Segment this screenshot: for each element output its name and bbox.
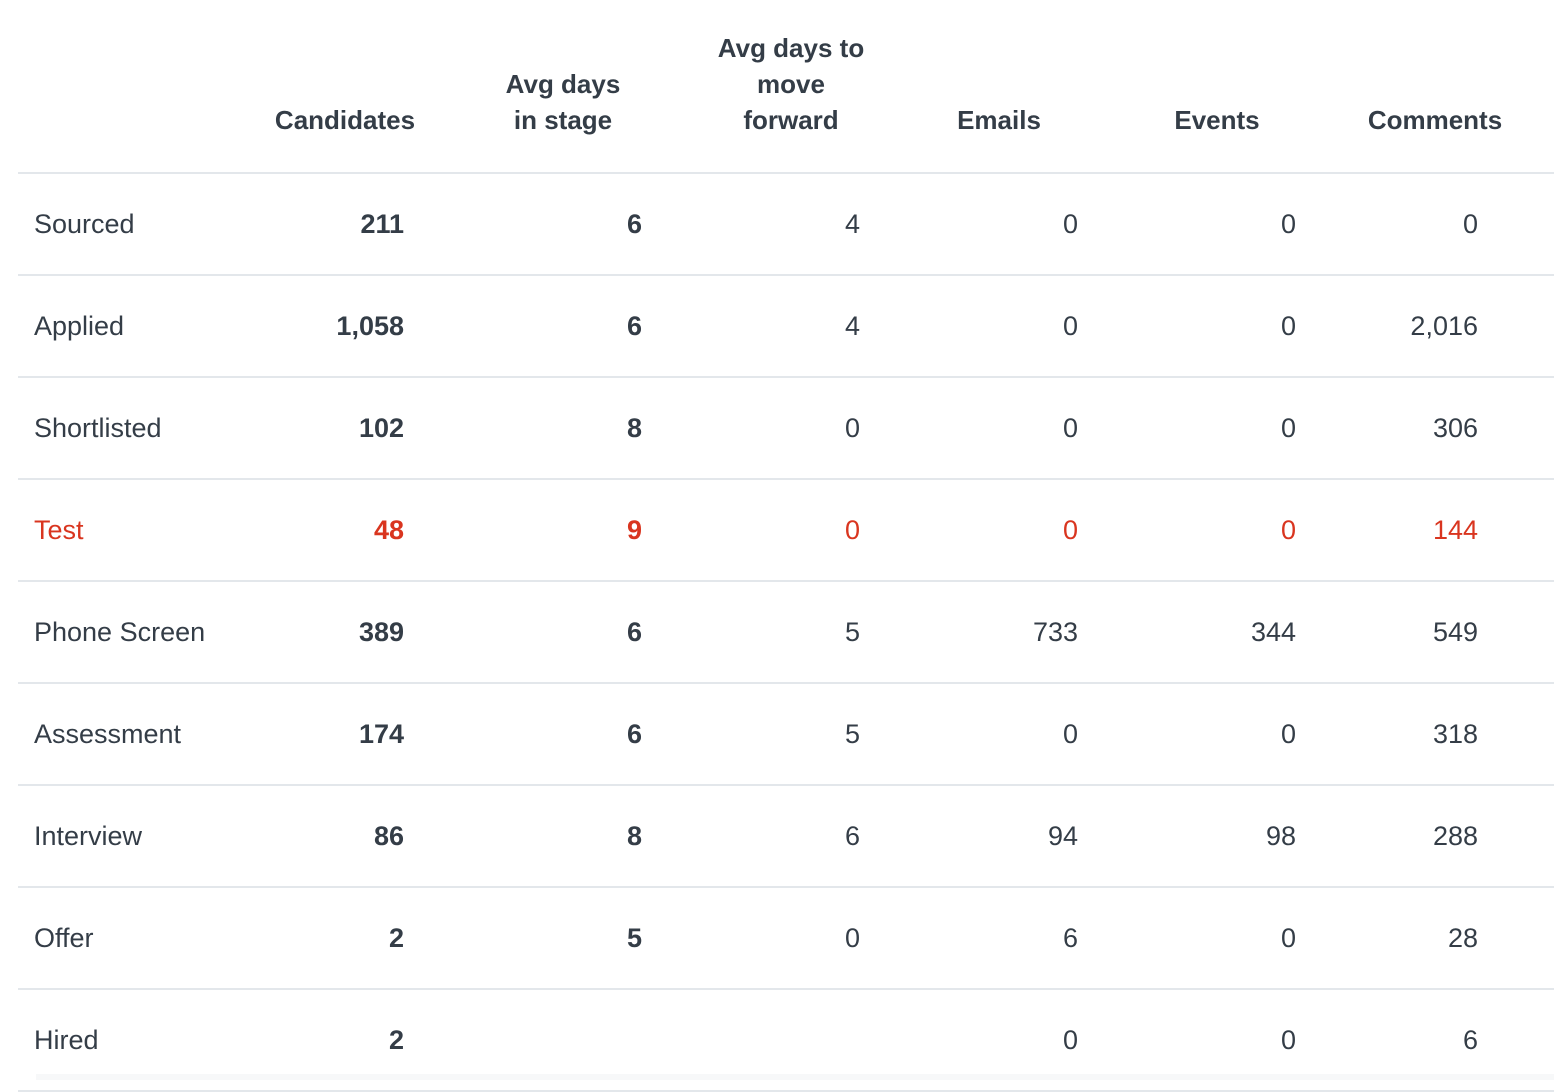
events-cell: 0 [1108, 479, 1326, 582]
events-cell: 0 [1108, 887, 1326, 990]
candidates-cell: 48 [236, 479, 454, 582]
comments-cell: 306 [1326, 377, 1554, 480]
stage-cell: Sourced [18, 173, 236, 276]
pipeline-stage-table: Candidates Avg days in stage Avg days to… [18, 0, 1554, 1092]
emails-cell: 0 [890, 377, 1108, 480]
table-row[interactable]: Test 48 9 0 0 0 144 [18, 479, 1554, 582]
emails-cell: 0 [890, 173, 1108, 276]
stage-cell: Test [18, 479, 236, 582]
stage-cell: Interview [18, 785, 236, 888]
footer-bar [36, 1074, 1554, 1080]
events-cell: 344 [1108, 581, 1326, 684]
table-row[interactable]: Shortlisted 102 8 0 0 0 306 [18, 377, 1554, 480]
emails-cell: 6 [890, 887, 1108, 990]
comments-cell: 288 [1326, 785, 1554, 888]
emails-cell: 0 [890, 479, 1108, 582]
candidates-cell: 86 [236, 785, 454, 888]
avg-days-move-forward-cell: 0 [672, 479, 890, 582]
emails-cell: 94 [890, 785, 1108, 888]
stage-cell: Offer [18, 887, 236, 990]
pipeline-stage-table-container: Candidates Avg days in stage Avg days to… [18, 0, 1554, 1092]
header-avg-days-in-stage[interactable]: Avg days in stage [454, 0, 672, 174]
events-cell: 0 [1108, 173, 1326, 276]
emails-cell: 733 [890, 581, 1108, 684]
header-candidates[interactable]: Candidates [236, 0, 454, 174]
events-cell: 98 [1108, 785, 1326, 888]
table-row[interactable]: Sourced 211 6 4 0 0 0 [18, 173, 1554, 276]
events-cell: 0 [1108, 683, 1326, 786]
avg-days-in-stage-cell: 8 [454, 785, 672, 888]
emails-cell: 0 [890, 683, 1108, 786]
stage-cell: Phone Screen [18, 581, 236, 684]
table-row[interactable]: Interview 86 8 6 94 98 288 [18, 785, 1554, 888]
candidates-cell: 1,058 [236, 275, 454, 378]
candidates-cell: 389 [236, 581, 454, 684]
avg-days-move-forward-cell: 0 [672, 887, 890, 990]
avg-days-in-stage-cell: 9 [454, 479, 672, 582]
candidates-cell: 211 [236, 173, 454, 276]
comments-cell: 0 [1326, 173, 1554, 276]
table-row[interactable]: Applied 1,058 6 4 0 0 2,016 [18, 275, 1554, 378]
header-emails[interactable]: Emails [890, 0, 1108, 174]
header-avg-days-move-forward[interactable]: Avg days to move forward [672, 0, 890, 174]
stage-cell: Assessment [18, 683, 236, 786]
events-cell: 0 [1108, 275, 1326, 378]
candidates-cell: 174 [236, 683, 454, 786]
avg-days-in-stage-cell: 5 [454, 887, 672, 990]
avg-days-move-forward-cell: 4 [672, 173, 890, 276]
table-row[interactable]: Offer 2 5 0 6 0 28 [18, 887, 1554, 990]
comments-cell: 549 [1326, 581, 1554, 684]
avg-days-move-forward-cell: 5 [672, 683, 890, 786]
avg-days-move-forward-cell: 6 [672, 785, 890, 888]
avg-days-move-forward-cell: 4 [672, 275, 890, 378]
avg-days-move-forward-cell: 5 [672, 581, 890, 684]
avg-days-in-stage-cell: 6 [454, 173, 672, 276]
avg-days-in-stage-cell: 8 [454, 377, 672, 480]
table-row[interactable]: Assessment 174 6 5 0 0 318 [18, 683, 1554, 786]
avg-days-in-stage-cell: 6 [454, 581, 672, 684]
candidates-cell: 102 [236, 377, 454, 480]
events-cell: 0 [1108, 377, 1326, 480]
comments-cell: 144 [1326, 479, 1554, 582]
header-stage [18, 0, 236, 174]
stage-cell: Shortlisted [18, 377, 236, 480]
avg-days-move-forward-cell: 0 [672, 377, 890, 480]
header-comments[interactable]: Comments [1326, 0, 1554, 174]
stage-cell: Applied [18, 275, 236, 378]
avg-days-in-stage-cell: 6 [454, 683, 672, 786]
table-row[interactable]: Phone Screen 389 6 5 733 344 549 [18, 581, 1554, 684]
avg-days-in-stage-cell: 6 [454, 275, 672, 378]
comments-cell: 318 [1326, 683, 1554, 786]
table-header-row: Candidates Avg days in stage Avg days to… [18, 0, 1554, 174]
comments-cell: 28 [1326, 887, 1554, 990]
header-events[interactable]: Events [1108, 0, 1326, 174]
comments-cell: 2,016 [1326, 275, 1554, 378]
candidates-cell: 2 [236, 887, 454, 990]
emails-cell: 0 [890, 275, 1108, 378]
